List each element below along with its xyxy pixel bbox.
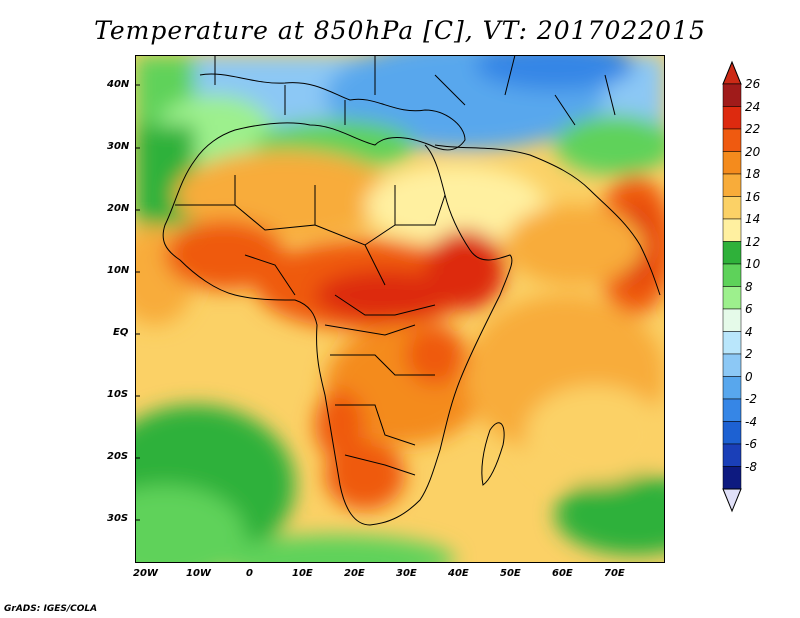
lat-label: 10S (107, 389, 129, 400)
colorbar-swatch (722, 376, 742, 400)
colorbar-swatch (722, 466, 742, 490)
lon-label: 20E (344, 568, 365, 579)
colorbar-label: 24 (745, 99, 761, 114)
lon-label: 70E (604, 568, 625, 579)
lon-label: 20W (133, 568, 158, 579)
colorbar-swatch (722, 286, 742, 310)
colorbar-min-arrow (722, 488, 742, 513)
colorbar-label: 18 (745, 167, 761, 181)
colorbar-swatch (722, 196, 742, 220)
lon-label: 0 (246, 568, 253, 579)
colorbar-label: -4 (745, 414, 757, 429)
lat-label: 30S (107, 513, 129, 524)
colorbar-label: 14 (745, 212, 761, 226)
colorbar-swatch (722, 173, 742, 197)
lon-label: 30E (396, 568, 417, 579)
lon-label: 10W (186, 568, 211, 579)
map-frame (135, 55, 665, 563)
colorbar (722, 60, 742, 513)
colorbar-max-arrow (722, 60, 742, 85)
colorbar-label: -2 (745, 392, 757, 406)
coastlines (162, 55, 661, 526)
colorbar-label: -8 (745, 459, 757, 474)
colorbar-swatch (722, 443, 742, 467)
colorbar-label: 22 (745, 122, 761, 136)
colorbar-label: 12 (745, 234, 761, 249)
colorbar-swatch (722, 106, 742, 130)
lon-label: 40E (448, 568, 469, 579)
colorbar-swatch (722, 218, 742, 242)
map-title: Temperature at 850hPa [C], VT: 201702201… (94, 16, 706, 45)
colorbar-label: 26 (745, 77, 761, 91)
lat-label: 30N (107, 141, 130, 152)
colorbar-swatch (722, 421, 742, 445)
colorbar-swatch (722, 241, 742, 265)
colorbar-swatch (722, 398, 742, 422)
colorbar-swatch (722, 308, 742, 332)
colorbar-label: 6 (745, 302, 753, 316)
colorbar-label: 16 (745, 189, 761, 204)
colorbar-label: 2 (745, 347, 753, 361)
lat-label: 10N (107, 265, 130, 276)
lat-label: EQ (113, 327, 129, 338)
colorbar-label: -6 (745, 437, 757, 451)
lon-label: 50E (500, 568, 521, 579)
lat-label: 40N (107, 79, 130, 90)
lon-label: 10E (292, 568, 313, 579)
colorbar-label: 8 (745, 279, 753, 294)
colorbar-label: 0 (745, 369, 753, 384)
colorbar-label: 10 (745, 257, 761, 271)
colorbar-label: 4 (745, 324, 753, 339)
colorbar-swatch (722, 151, 742, 175)
colorbar-swatch (722, 263, 742, 287)
temperature-map (135, 55, 665, 563)
colorbar-swatch (722, 353, 742, 377)
lat-label: 20S (107, 451, 129, 462)
lat-label: 20N (107, 203, 130, 214)
colorbar-swatch (722, 83, 742, 107)
lon-label: 60E (552, 568, 573, 579)
colorbar-label: 20 (745, 144, 761, 159)
colorbar-swatch (722, 331, 742, 355)
colorbar-swatch (722, 128, 742, 152)
grads-credit: GrADS: IGES/COLA (4, 604, 98, 614)
